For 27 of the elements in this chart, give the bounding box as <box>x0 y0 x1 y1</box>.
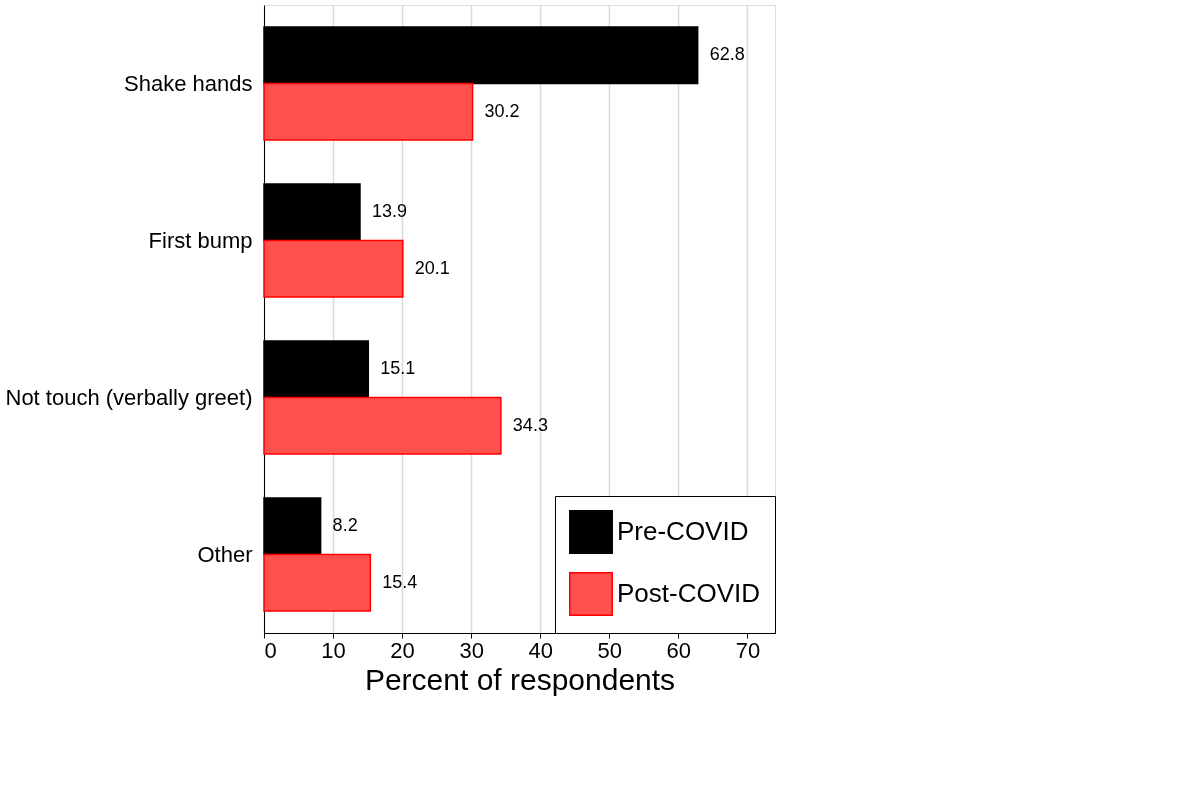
data-label: 34.3 <box>512 414 548 435</box>
bar <box>263 396 502 455</box>
legend-label: Post-COVID <box>617 578 761 608</box>
x-tick-label: 20 <box>390 637 415 663</box>
legend-label: Pre-COVID <box>617 516 749 546</box>
y-tick-label: First bump <box>148 227 253 253</box>
data-label: 8.2 <box>332 515 358 536</box>
x-tick-label: 0 <box>264 637 277 663</box>
data-label: 15.4 <box>382 571 418 592</box>
x-tick-label: 50 <box>597 637 623 663</box>
bar <box>263 239 404 298</box>
y-tick-label: Shake hands <box>124 70 253 96</box>
x-tick-label: 70 <box>735 637 761 663</box>
x-tick-label: 10 <box>321 637 346 663</box>
x-tick-label: 40 <box>528 637 553 663</box>
x-tick-label: 60 <box>666 637 692 663</box>
x-tick-label: 30 <box>459 637 484 663</box>
data-label: 30.2 <box>484 100 520 121</box>
bar <box>263 553 372 612</box>
bar <box>263 82 474 141</box>
y-tick-label: Other <box>197 541 253 567</box>
x-axis-title: Percent of respondents <box>364 662 676 696</box>
data-label: 15.1 <box>380 358 416 379</box>
data-label: 13.9 <box>371 201 408 222</box>
data-label: 62.8 <box>709 44 745 65</box>
data-label: 20.1 <box>414 257 450 278</box>
y-tick-label: Not touch (verbally greet) <box>5 384 253 410</box>
